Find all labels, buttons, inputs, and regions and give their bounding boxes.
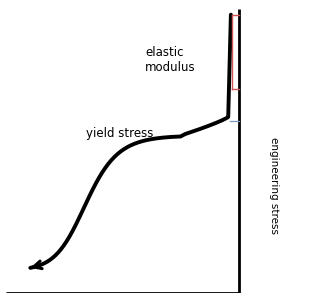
Text: elastic
modulus: elastic modulus <box>145 46 196 74</box>
Text: yield stress: yield stress <box>86 127 154 141</box>
Text: engineering stress: engineering stress <box>269 137 279 234</box>
